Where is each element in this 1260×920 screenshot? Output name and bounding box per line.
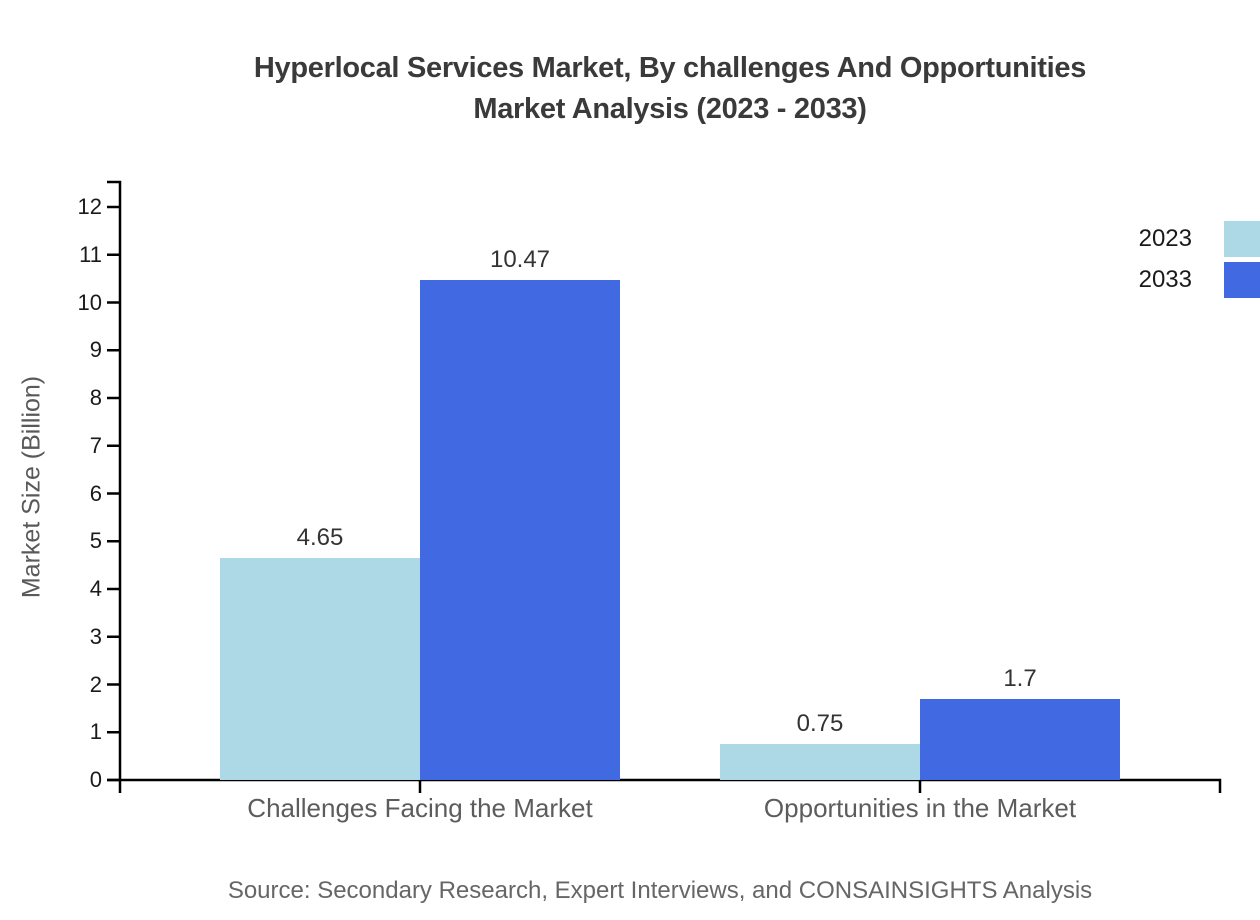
source-note: Source: Secondary Research, Expert Inter…	[227, 877, 1093, 904]
legend-item-2033: 2033	[1139, 262, 1260, 298]
y-tick-label-9: 9	[89, 337, 102, 363]
value-label-2023-category-1: 0.75	[796, 710, 844, 738]
bar-2033-category-1	[920, 698, 1120, 780]
bar-2023-category-0	[220, 557, 420, 780]
value-label-2033-category-0: 10.47	[489, 246, 551, 274]
bar-2033-category-0	[420, 280, 620, 780]
category-label-0: Challenges Facing the Market	[247, 793, 593, 823]
y-tick-label-1: 1	[89, 719, 102, 745]
legend-label-2033: 2033	[1138, 266, 1192, 293]
y-tick-label-5: 5	[89, 528, 102, 554]
chart-title-line1: Hyperlocal Services Market, By challenge…	[253, 52, 1087, 84]
y-tick-label-11: 11	[79, 241, 102, 267]
chart-title-line2: Market Analysis (2023 - 2033)	[473, 93, 867, 125]
value-label-2033-category-1: 1.7	[1003, 664, 1037, 692]
x-axis-line	[107, 778, 1222, 793]
y-tick-label-2: 2	[89, 671, 102, 697]
chart-title: Hyperlocal Services Market, By challenge…	[120, 48, 1220, 130]
bar-2023-category-1	[720, 744, 920, 780]
legend: 2023 2033	[1139, 221, 1260, 298]
y-tick-label-10: 10	[77, 289, 102, 315]
legend-item-2023: 2023	[1139, 221, 1260, 257]
y-axis-title: Market Size (Billion)	[17, 375, 46, 599]
legend-swatch-2023	[1224, 221, 1260, 257]
y-tick-label-6: 6	[89, 480, 102, 506]
legend-label-2023: 2023	[1138, 225, 1192, 252]
y-tick-label-0: 0	[89, 767, 102, 792]
legend-swatch-2033	[1224, 262, 1260, 298]
y-tick-label-3: 3	[89, 623, 102, 649]
value-label-2023-category-0: 4.65	[296, 523, 344, 551]
y-tick-label-12: 12	[77, 194, 102, 219]
category-label-1: Opportunities in the Market	[763, 793, 1077, 823]
y-tick-label-7: 7	[89, 432, 102, 458]
y-axis-line	[107, 180, 122, 793]
y-tick-label-8: 8	[89, 385, 102, 410]
y-tick-label-4: 4	[89, 576, 102, 601]
